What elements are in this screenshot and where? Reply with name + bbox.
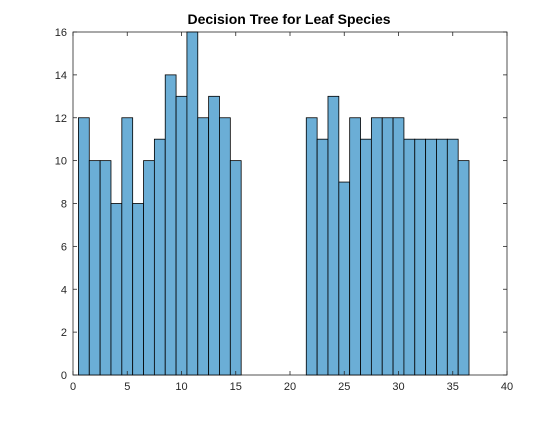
x-tick-label: 40 [501, 381, 513, 393]
x-tick-label: 15 [230, 381, 242, 393]
histogram-bar [121, 117, 134, 376]
histogram-bar [349, 117, 361, 376]
histogram-bar [414, 138, 427, 376]
histogram-bar [164, 74, 177, 376]
chart-title: Decision Tree for Leaf Species [187, 11, 390, 27]
histogram-bar [370, 117, 383, 376]
bars-group [78, 31, 470, 376]
y-axis: 0 2 4 6 8 10 12 14 16 [55, 27, 507, 382]
y-tick-label: 8 [61, 199, 67, 211]
histogram-bar [219, 117, 231, 376]
histogram-bar [338, 181, 351, 376]
y-tick-label: 0 [61, 370, 67, 382]
y-tick-label: 14 [55, 70, 67, 82]
histogram-bar [197, 117, 210, 376]
histogram-bar [99, 160, 112, 376]
y-tick-label: 16 [55, 27, 67, 39]
x-tick-label: 30 [392, 381, 404, 393]
histogram-bar [316, 138, 329, 376]
histogram-bar [229, 160, 242, 376]
histogram-bar [392, 117, 405, 376]
x-tick-label: 25 [338, 381, 350, 393]
x-tick-label: 35 [447, 381, 459, 393]
histogram-bar [403, 138, 416, 376]
histogram-bar [88, 160, 101, 376]
x-tick-label: 20 [284, 381, 296, 393]
histogram-bar [110, 203, 123, 376]
histogram-bar [457, 160, 470, 376]
y-tick-label: 10 [55, 156, 67, 168]
histogram-bar [175, 95, 188, 376]
histogram-bar [446, 138, 459, 376]
x-tick-label: 10 [175, 381, 187, 393]
y-tick-label: 6 [61, 241, 67, 253]
histogram-bar [360, 138, 372, 376]
y-tick-label: 12 [55, 113, 67, 125]
histogram-bar [78, 117, 90, 376]
y-tick-label: 2 [61, 327, 67, 339]
histogram-bar [381, 117, 394, 376]
histogram-bar [186, 31, 199, 376]
x-axis: 0 5 10 15 20 25 30 35 40 [70, 32, 513, 393]
histogram-bar [305, 117, 318, 376]
histogram-bar [425, 138, 437, 376]
x-tick-label: 5 [124, 381, 130, 393]
histogram-bar [132, 203, 144, 376]
histogram-bar [143, 160, 155, 376]
histogram-bar [327, 95, 340, 376]
histogram-bar [208, 95, 220, 376]
histogram-bar [153, 138, 166, 376]
histogram-bar [436, 138, 448, 376]
x-tick-label: 0 [70, 381, 76, 393]
y-tick-label: 4 [61, 284, 67, 296]
